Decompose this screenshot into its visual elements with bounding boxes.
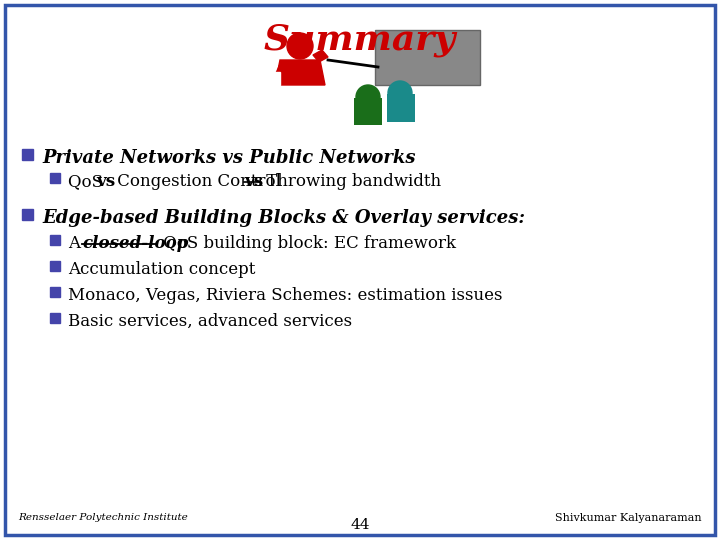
Text: QoS: QoS	[68, 173, 108, 190]
Text: Monaco, Vegas, Riviera Schemes: estimation issues: Monaco, Vegas, Riviera Schemes: estimati…	[68, 287, 503, 304]
Text: closed-loop: closed-loop	[82, 235, 189, 252]
Bar	[22, 149, 33, 160]
Text: vs: vs	[96, 173, 115, 190]
Circle shape	[356, 85, 380, 109]
Bar	[50, 235, 60, 245]
Text: Edge-based Building Blocks & Overlay services:: Edge-based Building Blocks & Overlay ser…	[42, 209, 525, 227]
Polygon shape	[313, 50, 328, 62]
Text: Throwing bandwidth: Throwing bandwidth	[261, 173, 441, 190]
Polygon shape	[272, 62, 289, 84]
Bar	[50, 261, 60, 271]
Bar	[354, 98, 382, 125]
Bar	[375, 30, 480, 85]
Text: Private Networks vs Public Networks: Private Networks vs Public Networks	[42, 149, 415, 167]
Bar	[387, 94, 415, 122]
Circle shape	[287, 33, 313, 59]
Text: 44: 44	[350, 518, 370, 532]
FancyBboxPatch shape	[5, 5, 715, 535]
Bar	[50, 287, 60, 297]
Circle shape	[388, 81, 412, 105]
Text: Shivkumar Kalyanaraman: Shivkumar Kalyanaraman	[555, 513, 702, 523]
Text: Basic services, advanced services: Basic services, advanced services	[68, 313, 352, 330]
Polygon shape	[268, 72, 280, 85]
Bar	[22, 209, 33, 220]
Bar	[50, 313, 60, 323]
Text: A: A	[68, 235, 85, 252]
Bar	[50, 173, 60, 183]
Text: vs: vs	[244, 173, 263, 190]
Text: Summary: Summary	[264, 23, 456, 57]
Polygon shape	[275, 60, 325, 85]
Text: QoS building block: EC framework: QoS building block: EC framework	[158, 235, 456, 252]
Text: Rensselaer Polytechnic Institute: Rensselaer Polytechnic Institute	[18, 514, 188, 523]
Text: Congestion Control: Congestion Control	[112, 173, 286, 190]
Text: Accumulation concept: Accumulation concept	[68, 261, 256, 278]
